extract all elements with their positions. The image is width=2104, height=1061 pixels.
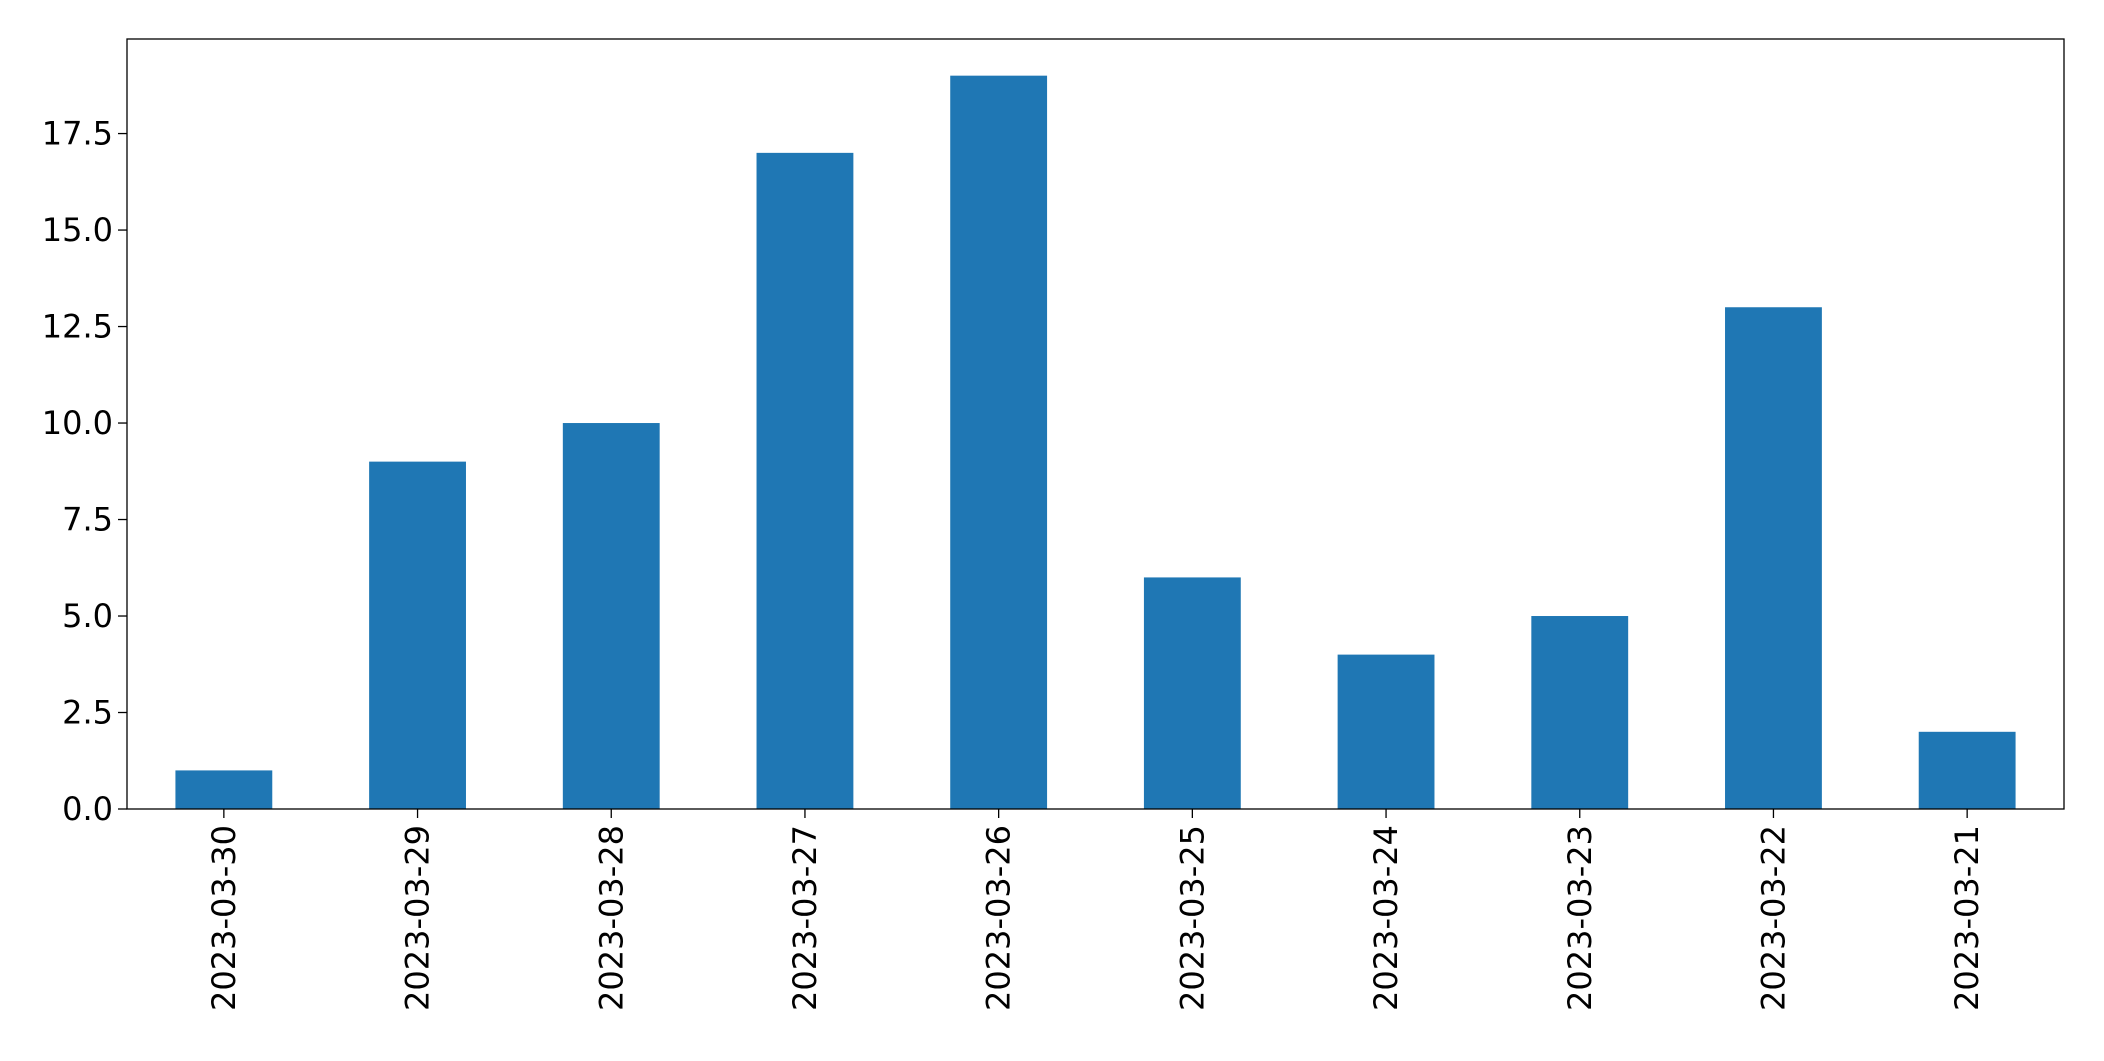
x-tick-label: 2023-03-28 (592, 825, 630, 1011)
x-tick-label: 2023-03-23 (1561, 825, 1599, 1011)
x-tick-label: 2023-03-29 (399, 825, 437, 1011)
y-tick-label: 2.5 (62, 694, 113, 732)
x-tick-label: 2023-03-21 (1948, 825, 1986, 1011)
bar (756, 152, 854, 810)
bar (562, 423, 660, 809)
bar (1143, 577, 1241, 809)
bar (1725, 307, 1822, 809)
y-tick-label: 17.5 (42, 115, 113, 153)
x-tick-label: 2023-03-22 (1754, 825, 1792, 1011)
bar (950, 75, 1048, 809)
bar (175, 770, 273, 809)
bar (1531, 616, 1629, 809)
x-tick-label: 2023-03-25 (1173, 825, 1211, 1011)
bar (369, 461, 466, 809)
x-tick-label: 2023-03-24 (1367, 825, 1405, 1011)
y-tick-label: 5.0 (62, 597, 113, 635)
y-tick-label: 7.5 (62, 501, 113, 539)
y-tick-label: 0.0 (62, 790, 113, 828)
y-tick-label: 15.0 (42, 211, 113, 249)
y-tick-label: 12.5 (42, 308, 113, 346)
y-tick-label: 10.0 (42, 404, 113, 442)
x-tick-label: 2023-03-27 (786, 825, 824, 1011)
bar (1337, 654, 1435, 809)
bar (1918, 731, 2016, 809)
x-tick-label: 2023-03-26 (980, 825, 1018, 1011)
x-tick-label: 2023-03-30 (205, 825, 243, 1011)
axes-frame (126, 38, 2065, 810)
